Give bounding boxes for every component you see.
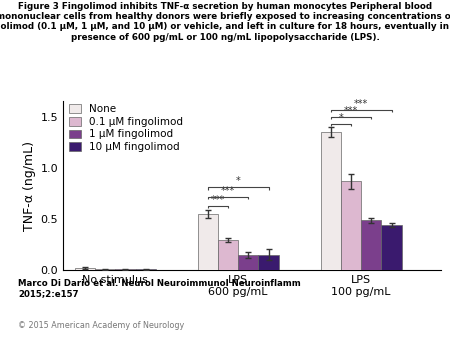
- Bar: [198, 214, 218, 270]
- Y-axis label: TNF-α (ng/mL): TNF-α (ng/mL): [23, 141, 36, 231]
- Bar: [320, 132, 341, 270]
- Bar: [95, 269, 115, 270]
- Bar: [361, 220, 382, 270]
- Bar: [75, 268, 95, 270]
- Legend: None, 0.1 μM fingolimod, 1 μM fingolimod, 10 μM fingolimod: None, 0.1 μM fingolimod, 1 μM fingolimod…: [68, 103, 184, 153]
- Text: *: *: [338, 113, 343, 123]
- Bar: [218, 240, 238, 270]
- Bar: [382, 225, 402, 270]
- Text: *: *: [236, 176, 241, 187]
- Bar: [341, 181, 361, 270]
- Text: ***: ***: [344, 106, 358, 116]
- Text: ***: ***: [221, 186, 235, 196]
- Bar: [238, 255, 258, 270]
- Text: © 2015 American Academy of Neurology: © 2015 American Academy of Neurology: [18, 320, 184, 330]
- Bar: [135, 269, 156, 270]
- Text: ***: ***: [354, 99, 368, 108]
- Text: Marco Di Dario et al. Neurol Neuroimmunol Neuroinflamm
2015;2:e157: Marco Di Dario et al. Neurol Neuroimmuno…: [18, 279, 301, 298]
- Text: ***: ***: [211, 195, 225, 205]
- Bar: [258, 255, 279, 270]
- Bar: [115, 269, 135, 270]
- Text: Figure 3 Fingolimod inhibits TNF-α secretion by human monocytes Peripheral blood: Figure 3 Fingolimod inhibits TNF-α secre…: [0, 2, 450, 42]
